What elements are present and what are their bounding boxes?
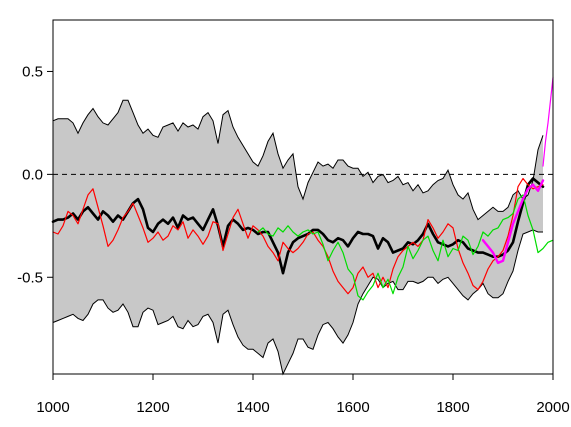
series-line-3: [257, 194, 554, 301]
x-axis: 1000 1200 1400 1600 1800 2000: [36, 374, 570, 416]
series-line-2: [52, 177, 544, 295]
series-line-5: [542, 77, 554, 167]
x-tick-label: 2000: [536, 399, 569, 416]
x-tick-label: 1800: [436, 399, 469, 416]
band-lower-edge: [52, 229, 543, 376]
series-lines: [51, 77, 554, 301]
y-tick-label: 0.5: [22, 63, 43, 80]
y-tick-label: 0.0: [22, 166, 43, 183]
series-line-4: [481, 179, 545, 265]
band-upper-edge: [52, 99, 544, 221]
y-tick-label: -0.5: [17, 269, 43, 286]
x-tick-label: 1600: [336, 399, 369, 416]
y-axis: -0.5 0.0 0.5: [17, 63, 53, 286]
x-tick-label: 1000: [36, 399, 69, 416]
plot-frame: [52, 19, 554, 375]
x-tick-label: 1200: [136, 399, 169, 416]
x-tick-label: 1400: [236, 399, 269, 416]
